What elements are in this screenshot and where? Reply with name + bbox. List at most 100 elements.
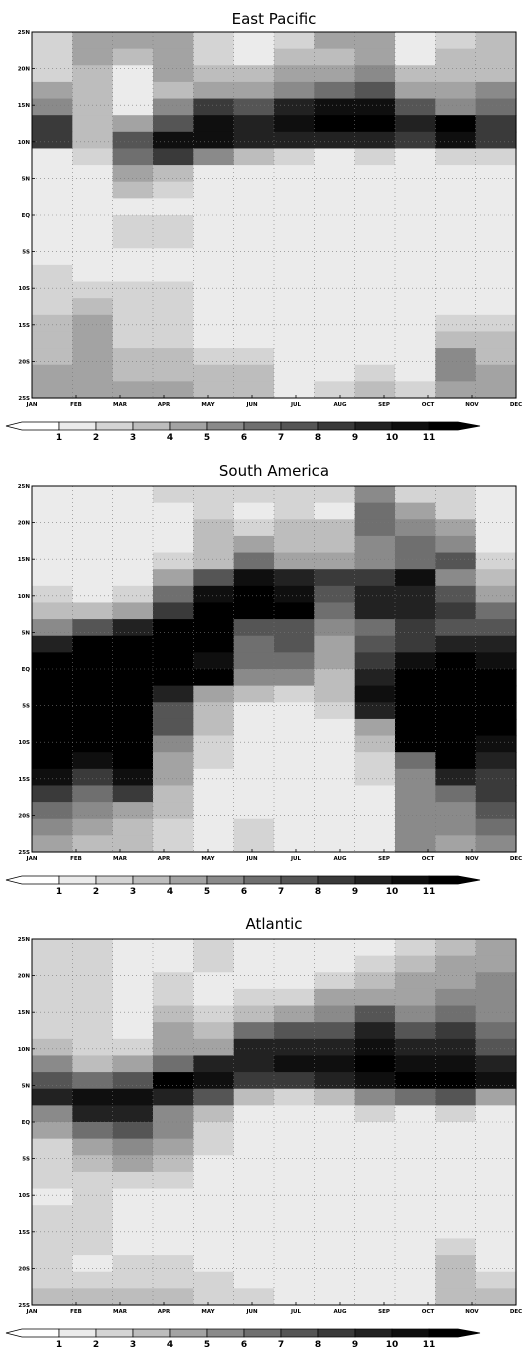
heatmap-cell: [112, 502, 154, 520]
y-tick-label: 5S: [22, 1157, 30, 1163]
heatmap-cell: [32, 1088, 73, 1106]
y-tick-label: 20N: [18, 974, 31, 980]
heatmap-cell: [314, 1205, 356, 1223]
colorbar-segment: [5, 875, 60, 885]
colorbar-label: 10: [386, 887, 399, 897]
heatmap-cell: [314, 519, 356, 537]
heatmap-cell: [475, 314, 517, 333]
heatmap-cell: [274, 752, 315, 770]
colorbar-segment: [206, 1328, 245, 1338]
heatmap-cell: [354, 718, 396, 737]
y-tick-label: 15N: [18, 557, 31, 563]
heatmap-cell: [314, 1005, 356, 1023]
heatmap-cell: [72, 785, 114, 803]
heatmap-cell: [193, 1288, 235, 1306]
heatmap-cell: [395, 685, 436, 703]
heatmap-cell: [193, 669, 235, 687]
heatmap-cell: [233, 1088, 275, 1106]
heatmap-cell: [233, 939, 275, 957]
heatmap-cell: [153, 314, 194, 333]
heatmap-cell: [72, 1005, 114, 1023]
heatmap-cell: [314, 81, 356, 100]
heatmap-cell: [475, 752, 517, 770]
heatmap-cell: [274, 552, 315, 570]
heatmap-cell: [233, 1005, 275, 1023]
heatmap-cell: [233, 1105, 275, 1123]
heatmap-cell: [274, 198, 315, 216]
heatmap-cell: [475, 972, 517, 990]
x-tick-label: JUN: [245, 402, 258, 408]
heatmap-cell: [233, 348, 275, 366]
colorbar-label: 6: [241, 433, 247, 443]
heatmap-cell: [475, 381, 517, 399]
heatmap-cell: [112, 198, 154, 216]
heatmap-cell: [153, 98, 194, 116]
x-tick-label: OCT: [422, 402, 435, 408]
heatmap-cell: [32, 939, 73, 957]
heatmap-cell: [354, 1022, 396, 1040]
x-tick-label: JAN: [26, 856, 38, 862]
heatmap-cell: [354, 752, 396, 770]
heatmap-cell: [32, 552, 73, 570]
heatmap-cell: [72, 364, 114, 382]
heatmap-cell: [354, 1072, 396, 1090]
heatmap-cell: [314, 115, 356, 133]
colorbar-label: 10: [386, 1340, 399, 1350]
heatmap-cell: [314, 835, 356, 853]
heatmap-cell: [475, 364, 517, 382]
heatmap-cell: [233, 652, 275, 670]
heatmap-cell: [193, 1205, 235, 1223]
colorbar-segment: [169, 1328, 208, 1338]
colorbar-label: 4: [167, 1340, 173, 1350]
heatmap-cell: [112, 939, 154, 957]
heatmap-cell: [32, 1288, 73, 1306]
heatmap-cell: [233, 972, 275, 990]
heatmap-cell: [233, 602, 275, 620]
heatmap-cell: [32, 131, 73, 150]
heatmap-cell: [72, 115, 114, 133]
y-tick-label: 15S: [18, 1230, 30, 1236]
heatmap-cell: [153, 785, 194, 803]
heatmap-cell: [72, 215, 114, 233]
heatmap-cell: [112, 381, 154, 399]
x-tick-label: MAR: [113, 402, 128, 408]
heatmap-cell: [274, 81, 315, 100]
heatmap-cell: [395, 1038, 436, 1057]
heatmap-cell: [314, 1271, 356, 1289]
colorbar-label: 1: [56, 1340, 62, 1350]
heatmap-cell: [475, 248, 517, 266]
heatmap-cell: [233, 1022, 275, 1040]
heatmap-cell: [153, 652, 194, 670]
heatmap-cell: [395, 1155, 436, 1173]
heatmap-cell: [153, 381, 194, 399]
heatmap-cell: [354, 669, 396, 687]
heatmap-cell: [153, 635, 194, 653]
heatmap-cell: [354, 988, 396, 1007]
heatmap-cell: [153, 1038, 194, 1057]
y-tick-label: EQ: [22, 1120, 31, 1126]
heatmap-cell: [233, 619, 275, 637]
x-tick-label: SEP: [378, 402, 390, 408]
heatmap-cell: [72, 619, 114, 637]
x-tick-label: FEB: [70, 1309, 82, 1315]
heatmap-cell: [314, 818, 356, 836]
heatmap-cell: [233, 535, 275, 554]
colorbar-segment: [5, 421, 60, 431]
heatmap-cell: [112, 535, 154, 554]
heatmap-cell: [435, 818, 477, 836]
heatmap-cell: [233, 1122, 275, 1140]
colorbar-label: 7: [278, 887, 284, 897]
heatmap-cell: [435, 652, 477, 670]
x-tick-label: JUL: [290, 856, 302, 862]
heatmap-cell: [32, 181, 73, 199]
x-tick-label: JUL: [290, 402, 302, 408]
heatmap-cell: [274, 735, 315, 753]
heatmap-cell: [274, 768, 315, 787]
x-tick-label: MAR: [113, 856, 128, 862]
heatmap-cell: [153, 569, 194, 587]
heatmap-cell: [72, 585, 114, 604]
colorbar-label: 5: [204, 1340, 210, 1350]
heatmap-cell: [395, 955, 436, 973]
heatmap-cell: [435, 131, 477, 150]
heatmap-cell: [354, 231, 396, 249]
